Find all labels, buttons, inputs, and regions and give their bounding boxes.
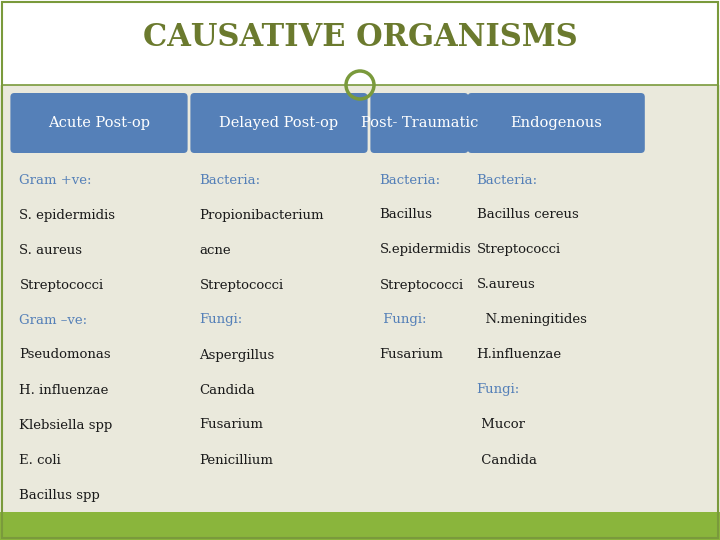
Text: Propionibacterium: Propionibacterium — [199, 208, 324, 221]
Text: Bacteria:: Bacteria: — [477, 173, 538, 186]
Text: Aspergillus: Aspergillus — [199, 348, 274, 361]
FancyBboxPatch shape — [370, 93, 469, 153]
Text: S.epidermidis: S.epidermidis — [379, 244, 471, 256]
Text: Bacteria:: Bacteria: — [379, 173, 441, 186]
Text: Fungi:: Fungi: — [477, 383, 520, 396]
Text: S.aureus: S.aureus — [477, 279, 536, 292]
Text: Mucor: Mucor — [477, 418, 525, 431]
Text: S. aureus: S. aureus — [19, 244, 82, 256]
Text: Pseudomonas: Pseudomonas — [19, 348, 111, 361]
Text: H.influenzae: H.influenzae — [477, 348, 562, 361]
Text: E. coli: E. coli — [19, 454, 61, 467]
Text: CAUSATIVE ORGANISMS: CAUSATIVE ORGANISMS — [143, 22, 577, 53]
Text: Acute Post-op: Acute Post-op — [48, 116, 150, 130]
Text: Streptococci: Streptococci — [379, 279, 464, 292]
Bar — [0, 85, 720, 512]
Text: N.meningitides: N.meningitides — [477, 314, 587, 327]
Text: Bacillus cereus: Bacillus cereus — [477, 208, 578, 221]
Text: S. epidermidis: S. epidermidis — [19, 208, 115, 221]
Bar — [0, 0, 720, 85]
Text: Streptococci: Streptococci — [199, 279, 284, 292]
Text: Candida: Candida — [477, 454, 536, 467]
Text: H. influenzae: H. influenzae — [19, 383, 109, 396]
Text: Fungi:: Fungi: — [199, 314, 243, 327]
Text: Bacillus: Bacillus — [379, 208, 433, 221]
Text: Gram +ve:: Gram +ve: — [19, 173, 92, 186]
Text: Candida: Candida — [199, 383, 255, 396]
Bar — [0, 512, 720, 540]
Text: Bacteria:: Bacteria: — [199, 173, 261, 186]
Text: Streptococci: Streptococci — [19, 279, 104, 292]
FancyBboxPatch shape — [190, 93, 368, 153]
Text: Delayed Post-op: Delayed Post-op — [220, 116, 338, 130]
Text: Post- Traumatic: Post- Traumatic — [361, 116, 478, 130]
Text: Gram –ve:: Gram –ve: — [19, 314, 88, 327]
Text: Fusarium: Fusarium — [199, 418, 264, 431]
Text: Bacillus spp: Bacillus spp — [19, 489, 100, 502]
Text: Penicillium: Penicillium — [199, 454, 274, 467]
Text: Streptococci: Streptococci — [477, 244, 561, 256]
Text: Klebsiella spp: Klebsiella spp — [19, 418, 112, 431]
FancyBboxPatch shape — [10, 93, 188, 153]
Text: Fusarium: Fusarium — [379, 348, 444, 361]
Text: Endogenous: Endogenous — [510, 116, 602, 130]
Text: acne: acne — [199, 244, 231, 256]
FancyBboxPatch shape — [467, 93, 645, 153]
Text: Fungi:: Fungi: — [379, 314, 427, 327]
